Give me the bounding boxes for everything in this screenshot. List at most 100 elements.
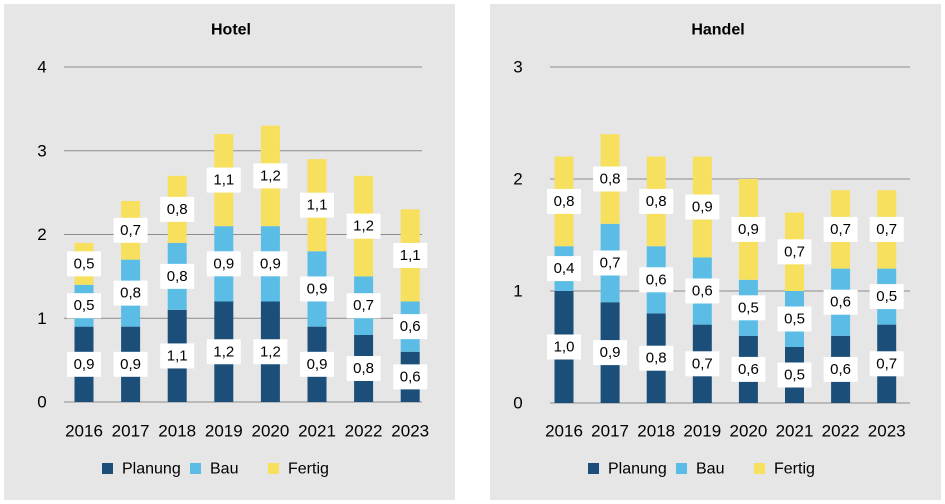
data-label-box: [685, 194, 720, 220]
legend-label-fertig: Fertig: [774, 461, 815, 478]
y-tick-label: 3: [513, 58, 522, 77]
data-label-planung: 0,9: [307, 356, 328, 373]
data-label-fertig: 1,2: [353, 218, 374, 235]
data-label-bau: 0,6: [646, 271, 667, 288]
data-label-fertig: 0,9: [738, 221, 759, 238]
x-tick-label: 2023: [391, 422, 429, 441]
data-label-box: [777, 306, 812, 332]
legend-label-bau: Bau: [210, 461, 238, 478]
legend-swatch-fertig: [754, 463, 765, 474]
data-label-bau: 0,6: [830, 294, 851, 311]
data-label-box: [253, 251, 288, 277]
data-label-box: [777, 239, 812, 265]
data-label-box: [685, 278, 720, 304]
data-label-planung: 0,9: [120, 356, 141, 373]
data-label-box: [685, 351, 720, 377]
data-label-box: [253, 339, 288, 365]
data-label-box: [639, 188, 674, 214]
data-label-fertig: 0,9: [692, 199, 713, 216]
legend-label-planung: Planung: [608, 461, 667, 478]
data-label-box: [346, 356, 381, 381]
data-label-box: [300, 276, 334, 302]
y-tick-label: 0: [37, 393, 46, 412]
chart-hotel: Hotel 0 1 2 3 4 2016 2017 2018 2019 2020 2021 2022 20…: [37, 22, 429, 478]
data-label-fertig: 0,7: [120, 222, 141, 239]
y-tick-label: 2: [513, 170, 522, 189]
data-label-planung: 1,0: [554, 339, 575, 356]
data-label-planung: 0,5: [784, 367, 805, 384]
data-label-box: [393, 364, 428, 390]
x-tick-label: 2016: [545, 422, 583, 441]
x-tick-label: 2017: [112, 422, 150, 441]
y-tick-label: 3: [37, 141, 46, 160]
chart-handel: Handel 0 1 2 3 2016 2017 2018 2019 2020 2021 2022 20…: [513, 22, 910, 478]
data-label-box: [731, 356, 766, 382]
legend-label-planung: Planung: [122, 461, 181, 478]
data-label-box: [253, 163, 288, 189]
data-label-box: [206, 167, 241, 193]
data-label-box: [823, 289, 858, 315]
data-label-fertig: 0,8: [646, 193, 667, 210]
legend-label-bau: Bau: [696, 461, 724, 478]
data-label-box: [346, 213, 381, 239]
data-label-box: [393, 314, 428, 340]
data-label-fertig: 1,1: [213, 172, 234, 189]
x-tick-label: 2021: [776, 422, 814, 441]
data-label-fertig: 0,8: [554, 193, 575, 210]
x-tick-label: 2020: [729, 422, 767, 441]
data-label-fertig: 0,7: [876, 221, 897, 238]
data-label-planung: 0,6: [738, 361, 759, 378]
data-label-planung: 0,9: [600, 344, 621, 361]
data-label-box: [869, 284, 904, 310]
data-label-bau: 0,7: [600, 255, 621, 272]
data-label-box: [67, 351, 101, 377]
data-label-box: [731, 295, 766, 321]
x-tick-label: 2021: [298, 422, 336, 441]
data-label-bau: 0,7: [353, 297, 374, 314]
data-label-bau: 0,9: [307, 280, 328, 297]
y-tick-label: 0: [513, 394, 522, 413]
data-label-planung: 0,6: [400, 368, 421, 385]
data-label-box: [823, 216, 858, 242]
data-label-planung: 0,9: [74, 356, 95, 373]
data-label-box: [547, 188, 581, 214]
data-label-fertig: 1,1: [307, 197, 328, 214]
data-label-box: [113, 351, 148, 377]
data-label-planung: 1,1: [167, 347, 188, 364]
y-tick-label: 1: [513, 282, 522, 301]
x-tick-label: 2016: [65, 422, 103, 441]
data-label-box: [777, 362, 812, 388]
data-label-box: [300, 192, 334, 218]
data-label-fertig: 0,8: [167, 201, 188, 218]
chart-title-hotel: Hotel: [211, 22, 251, 39]
data-label-box: [593, 166, 628, 192]
data-label-bau: 0,8: [167, 268, 188, 285]
data-label-planung: 0,8: [646, 350, 667, 367]
data-label-fertig: 0,7: [830, 221, 851, 238]
data-label-box: [113, 280, 148, 306]
data-label-bau: 0,9: [260, 255, 281, 272]
data-label-box: [731, 216, 766, 242]
data-label-bau: 0,5: [74, 297, 95, 314]
data-label-planung: 0,7: [876, 355, 897, 372]
chart-title-handel: Handel: [691, 22, 744, 39]
y-tick-label: 2: [37, 225, 46, 244]
data-label-fertig: 0,8: [600, 171, 621, 188]
y-tick-label: 4: [37, 58, 46, 77]
data-label-box: [113, 217, 148, 243]
legend-label-fertig: Fertig: [288, 461, 329, 478]
data-label-box: [67, 293, 101, 319]
data-label-box: [823, 356, 858, 382]
data-label-bau: 0,8: [120, 285, 141, 302]
legend-swatch-planung: [102, 463, 113, 474]
data-label-bau: 0,5: [738, 299, 759, 316]
y-tick-label: 1: [37, 309, 46, 328]
data-label-box: [593, 340, 628, 366]
x-tick-label: 2018: [637, 422, 675, 441]
chart-panel-hotel: Hotel 0 1 2 3 4 2016 2017 2018 2019 2020 2021 2022 20…: [4, 4, 455, 500]
data-label-box: [206, 339, 241, 365]
data-label-box: [346, 293, 381, 319]
x-tick-label: 2022: [345, 422, 383, 441]
data-label-box: [593, 250, 628, 276]
data-label-bau: 0,6: [400, 318, 421, 335]
